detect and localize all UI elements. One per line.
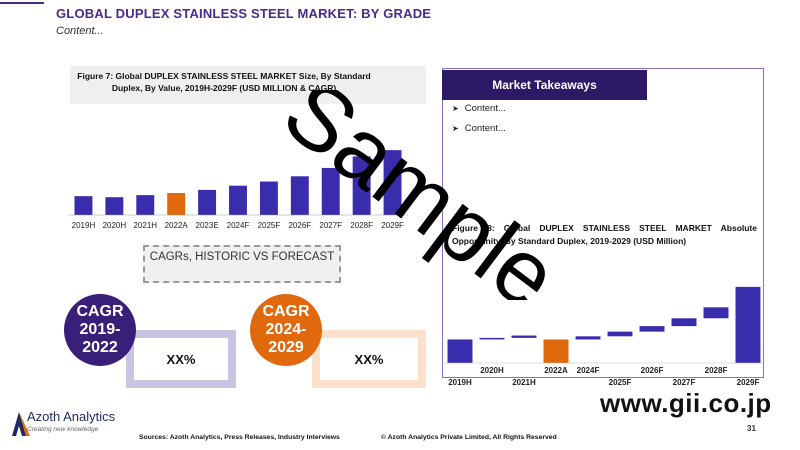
page-title: GLOBAL DUPLEX STAINLESS STEEL MARKET: BY…: [56, 6, 432, 21]
waterfall-bar-2024F: [575, 336, 601, 340]
cagr-title-box: [143, 245, 341, 283]
historic-cagr-circle: CAGR 2019-2022: [64, 294, 136, 366]
x-tick-label: 2023E: [196, 221, 219, 230]
x-tick-label: 2021H: [133, 221, 157, 230]
waterfall-bar-2021H: [511, 335, 537, 338]
x-tick-label: 2019H: [448, 378, 472, 387]
takeaway-item: ➤ Content...: [452, 123, 506, 134]
header-accent-line: [0, 2, 44, 4]
x-tick-label: 2025F: [609, 378, 632, 387]
historic-cagr-value: XX%: [166, 352, 196, 367]
x-tick-label: 2026F: [641, 366, 664, 375]
x-tick-label: 2022A: [544, 366, 568, 375]
waterfall-bar-2027F: [671, 318, 697, 327]
forecast-cagr-frame: [312, 330, 426, 388]
x-tick-label: 2025F: [258, 221, 281, 230]
x-tick-label: 2024F: [577, 366, 600, 375]
x-tick-label: 2027F: [319, 221, 342, 230]
sources-note: Sources: Azoth Analytics, Press Releases…: [139, 434, 340, 441]
market-takeaways-header: Market Takeaways: [442, 70, 647, 100]
figure7-title: Figure 7: Global DUPLEX STAINLESS STEEL …: [77, 71, 371, 93]
bar-2019H: [74, 196, 93, 215]
waterfall-bar-2028F: [703, 307, 729, 319]
market-takeaways-panel: [442, 68, 764, 378]
waterfall-bar-2020H: [479, 337, 505, 340]
absolute-opportunity-waterfall-chart: 2020H 2022A 2024F 2026F 2028F 2019H 2021H 2025F…: [444, 286, 764, 387]
historic-cagr-frame: [126, 330, 236, 388]
brand-name: Azoth Analytics: [27, 409, 116, 424]
x-tick-label: 2028F: [705, 366, 728, 375]
site-watermark: www.gii.co.jp: [600, 388, 772, 418]
x-tick-label: 2019H: [72, 221, 96, 230]
figure8-title: Figure 8: Global DUPLEX STAINLESS STEEL …: [452, 223, 757, 246]
forecast-cagr-value: XX%: [354, 352, 384, 367]
cagr-title: CAGRs, HISTORIC VS FORECAST: [149, 251, 335, 263]
page-number: 31: [747, 424, 756, 433]
market-size-bar-chart: 2019H 2020H 2021H 2022A 2023E 2024F 2025F 2026F…: [68, 150, 408, 230]
bar-2024F: [229, 185, 247, 215]
bar-2021H: [136, 195, 155, 215]
bar-2028F: [352, 156, 371, 215]
forecast-cagr-label: CAGR: [262, 303, 310, 320]
bar-2022A: [167, 193, 186, 215]
x-tick-label: 2029F: [737, 378, 760, 387]
arrow-right-icon: ➤: [452, 124, 459, 133]
bar-2023E: [198, 189, 217, 215]
x-tick-label: 2022A: [165, 221, 189, 230]
arrow-right-icon: ➤: [452, 104, 459, 113]
bar-2027F: [321, 167, 340, 215]
x-tick-label: 2020H: [480, 366, 504, 375]
takeaway-item-text: Content...: [464, 123, 506, 134]
x-tick-label: 2024F: [227, 221, 250, 230]
x-tick-label: 2027F: [673, 378, 696, 387]
x-tick-label: 2021H: [512, 378, 536, 387]
waterfall-bar-2025F: [607, 331, 633, 337]
x-tick-label: 2029F: [381, 221, 404, 230]
waterfall-bar-2022A: [543, 339, 569, 363]
bar-2025F: [259, 181, 278, 215]
takeaway-item-text: Content...: [464, 103, 506, 114]
takeaway-item: ➤ Content...: [452, 103, 506, 114]
waterfall-bar-2026F: [639, 326, 665, 332]
forecast-cagr-period: 2024-2029: [265, 321, 307, 356]
x-tick-label: 2026F: [288, 221, 311, 230]
waterfall-bar-2019H: [447, 339, 473, 363]
bar-2020H: [105, 197, 124, 215]
forecast-cagr-circle: CAGR 2024-2029: [250, 294, 322, 366]
historic-cagr-label: CAGR: [76, 303, 124, 320]
copyright-note: © Azoth Analytics Private Limited, All R…: [381, 434, 557, 441]
azoth-logo-icon: [12, 412, 30, 436]
bar-2026F: [290, 176, 309, 215]
x-tick-label: 2020H: [103, 221, 127, 230]
waterfall-bar-2029F: [735, 286, 761, 363]
bar-2029F: [383, 150, 402, 215]
x-tick-label: 2028F: [350, 221, 373, 230]
historic-cagr-period: 2019-2022: [79, 321, 121, 356]
figure7-title-background: [70, 66, 426, 104]
page-subtitle: Content...: [56, 25, 104, 37]
brand-tagline: Creating new knowledge: [27, 426, 99, 433]
